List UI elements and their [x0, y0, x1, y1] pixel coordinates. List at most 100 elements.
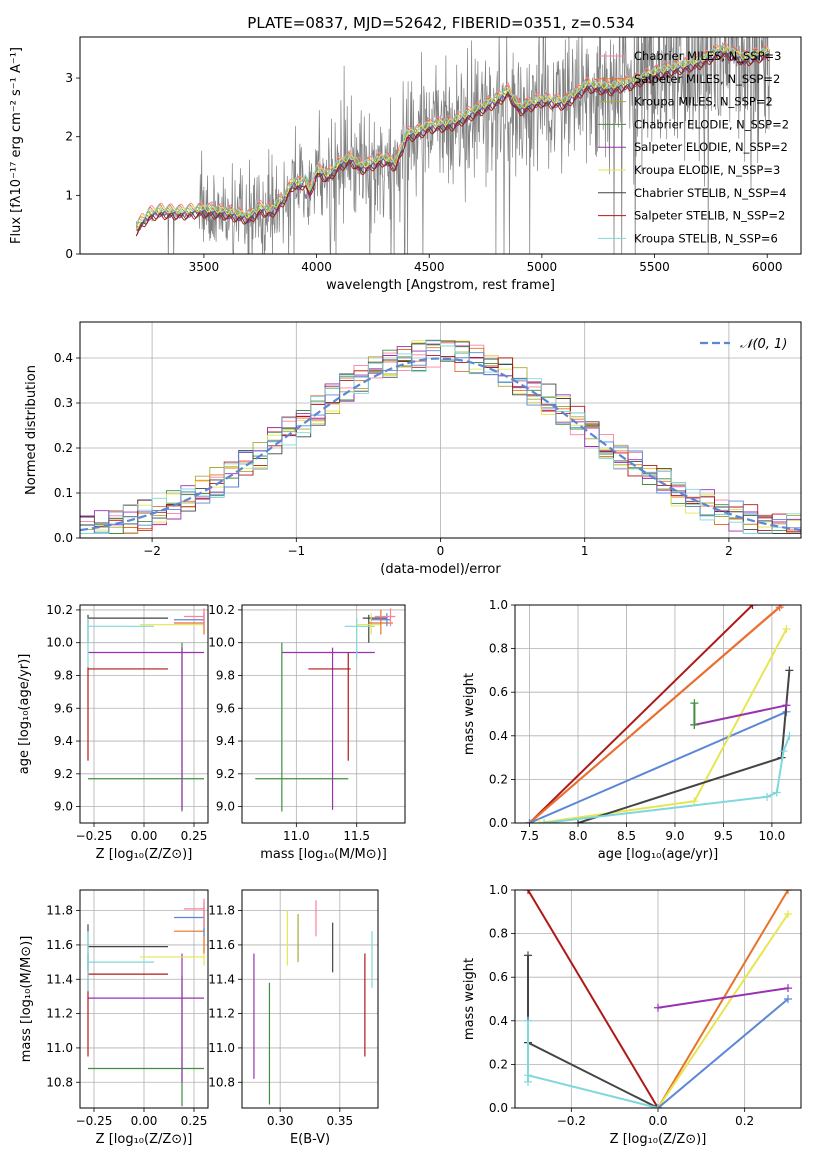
model-spectrum-6: [135, 52, 770, 236]
y-tick-label: 0.6: [489, 970, 508, 984]
y-tick-label: 0.4: [489, 1014, 508, 1028]
y-tick-label: 11.2: [208, 1007, 235, 1021]
marks: [80, 339, 801, 534]
y-tick-label: 0.6: [489, 685, 508, 699]
y-tick-label: 10.2: [208, 603, 235, 617]
x-axis-label: E(B-V): [290, 1132, 330, 1147]
marks: [253, 900, 373, 1105]
model-spectrum-8: [135, 43, 770, 226]
axes-frame: 0.30 0.35 10.8 11.0 11.2 11.4 11.6 11.8 E(B-V): [208, 889, 379, 1147]
weight-point: [524, 890, 532, 894]
panel-age_vs_Z: −0.25 0.00 0.25 9.0 9.2 9.4 9.6 9.8 10.0 10.2 Z [l…: [17, 603, 209, 862]
x-tick-label: 4500: [414, 260, 445, 274]
x-tick-label: 0: [437, 544, 445, 558]
y-tick-label: 0.0: [489, 1101, 508, 1115]
grid: [515, 889, 801, 1109]
x-tick-label: 7.5: [520, 829, 539, 843]
y-tick-label: 11.4: [208, 972, 235, 986]
weight-point: [785, 666, 794, 675]
y-tick-label: 1: [65, 188, 73, 202]
legend-label: Chabrier STELIB, N_SSP=4: [634, 186, 786, 200]
weight-point: [779, 747, 788, 756]
weight-point: [785, 731, 794, 740]
axes-border: [241, 889, 379, 1109]
y-tick-label: 9.8: [216, 668, 235, 682]
weight-point: [784, 995, 792, 1003]
panel-mass_vs_ebv: 0.30 0.35 10.8 11.0 11.2 11.4 11.6 11.8 E(B-V): [208, 889, 379, 1147]
grid: [80, 890, 208, 1108]
y-tick-label: 3: [65, 71, 73, 85]
panel-mass_vs_Z: −0.25 0.00 0.25 10.8 11.0 11.2 11.4 11.6 11.8 Z […: [19, 889, 209, 1147]
x-tick-label: 0.35: [326, 1114, 353, 1128]
x-axis-label: (data-model)/error: [380, 562, 501, 577]
weight-line-5: [527, 955, 659, 1108]
legend-label: Salpeter STELIB, N_SSP=2: [634, 209, 785, 223]
y-tick-label: 9.6: [54, 701, 73, 715]
weight-line-2: [528, 606, 781, 823]
axes-frame: −2 −1 0 1 2 0.0 0.1 0.2 0.3 0.4 (data-model)/error…: [24, 321, 802, 577]
weight-point: [784, 909, 792, 918]
weight-point: [690, 720, 699, 729]
y-tick-label: 0.4: [489, 729, 508, 743]
x-tick-label: 8.5: [617, 829, 636, 843]
marks: [87, 898, 205, 1107]
legend-label: Kroupa STELIB, N_SSP=6: [634, 231, 778, 245]
x-axis-label: wavelength [Angstrom, rest frame]: [326, 278, 555, 293]
y-tick-label: 11.4: [46, 972, 73, 986]
weight-point: [782, 701, 791, 710]
weight-point: [784, 890, 792, 894]
y-tick-label: 11.0: [208, 1041, 235, 1055]
y-tick-label: 9.4: [54, 734, 73, 748]
y-tick-label: 2: [65, 130, 73, 144]
weight-point: [775, 605, 784, 612]
y-tick-label: 0.0: [54, 531, 73, 545]
weight-point: [525, 819, 534, 823]
y-tick-label: 9.2: [216, 767, 235, 781]
axes-frame: −0.25 0.00 0.25 9.0 9.2 9.4 9.6 9.8 10.0 10.2 Z [l…: [17, 603, 209, 862]
x-tick-label: 6000: [752, 260, 783, 274]
weight-line-5: [577, 670, 791, 823]
x-tick-label: 0.00: [131, 829, 158, 843]
y-tick-label: 9.8: [54, 668, 73, 682]
y-tick-label: 0.8: [489, 927, 508, 941]
marks: [135, 37, 770, 254]
histogram-9: [80, 350, 801, 533]
axes-border: [241, 604, 406, 824]
y-axis-label: Flux [fλ10⁻¹⁷ erg cm⁻² s⁻¹ A⁻¹]: [9, 47, 24, 244]
legend: 𝒩(0, 1): [700, 337, 787, 352]
weight-line-1: [657, 890, 789, 1108]
weight-line-3: [657, 998, 789, 1108]
legend-label: Kroupa ELODIE, N_SSP=3: [634, 163, 780, 177]
x-axis-label: Z [log₁₀(Z/Z⊙)]: [610, 1132, 707, 1147]
y-tick-label: 0.4: [54, 351, 73, 365]
grid: [515, 604, 801, 824]
x-tick-label: 0.2: [735, 1114, 754, 1128]
weight-point: [524, 1016, 532, 1025]
weight-point: [524, 1071, 532, 1080]
x-tick-label: 4000: [301, 260, 332, 274]
weight-point: [690, 699, 699, 708]
x-tick-label: −2: [143, 544, 161, 558]
axes-frame: 11.0 11.5 9.0 9.2 9.4 9.6 9.8 10.0 10.2 mass [log…: [208, 603, 406, 862]
x-tick-label: 11.5: [343, 829, 370, 843]
y-tick-label: 0.2: [54, 441, 73, 455]
axes-border: [514, 604, 802, 824]
x-axis-label: Z [log₁₀(Z/Z⊙)]: [96, 847, 193, 862]
y-axis-label: age [log₁₀(age/yr)]: [17, 654, 32, 775]
weight-point: [763, 792, 772, 801]
histogram-6: [80, 339, 801, 534]
y-axis-label: mass [log₁₀(M/M⊙)]: [19, 936, 34, 1063]
legend-label: Salpeter MILES, N_SSP=2: [634, 72, 780, 86]
y-tick-label: 0.8: [489, 642, 508, 656]
axes-border: [79, 604, 209, 824]
y-tick-label: 0.1: [54, 486, 73, 500]
axes-frame: −0.2 0.0 0.2 0.0 0.2 0.4 0.6 0.8 1.0 Z [log₁₀(Z/Z…: [462, 883, 802, 1147]
y-tick-label: 11.6: [208, 938, 235, 952]
panels: 3500 4000 4500 5000 5500 6000 0 1 2 3 wavelength […: [9, 36, 802, 1147]
weight-line-4: [539, 628, 788, 823]
axes-border: [79, 889, 209, 1109]
y-tick-label: 9.0: [216, 800, 235, 814]
y-tick-label: 9.4: [216, 734, 235, 748]
y-tick-label: 0.2: [489, 772, 508, 786]
